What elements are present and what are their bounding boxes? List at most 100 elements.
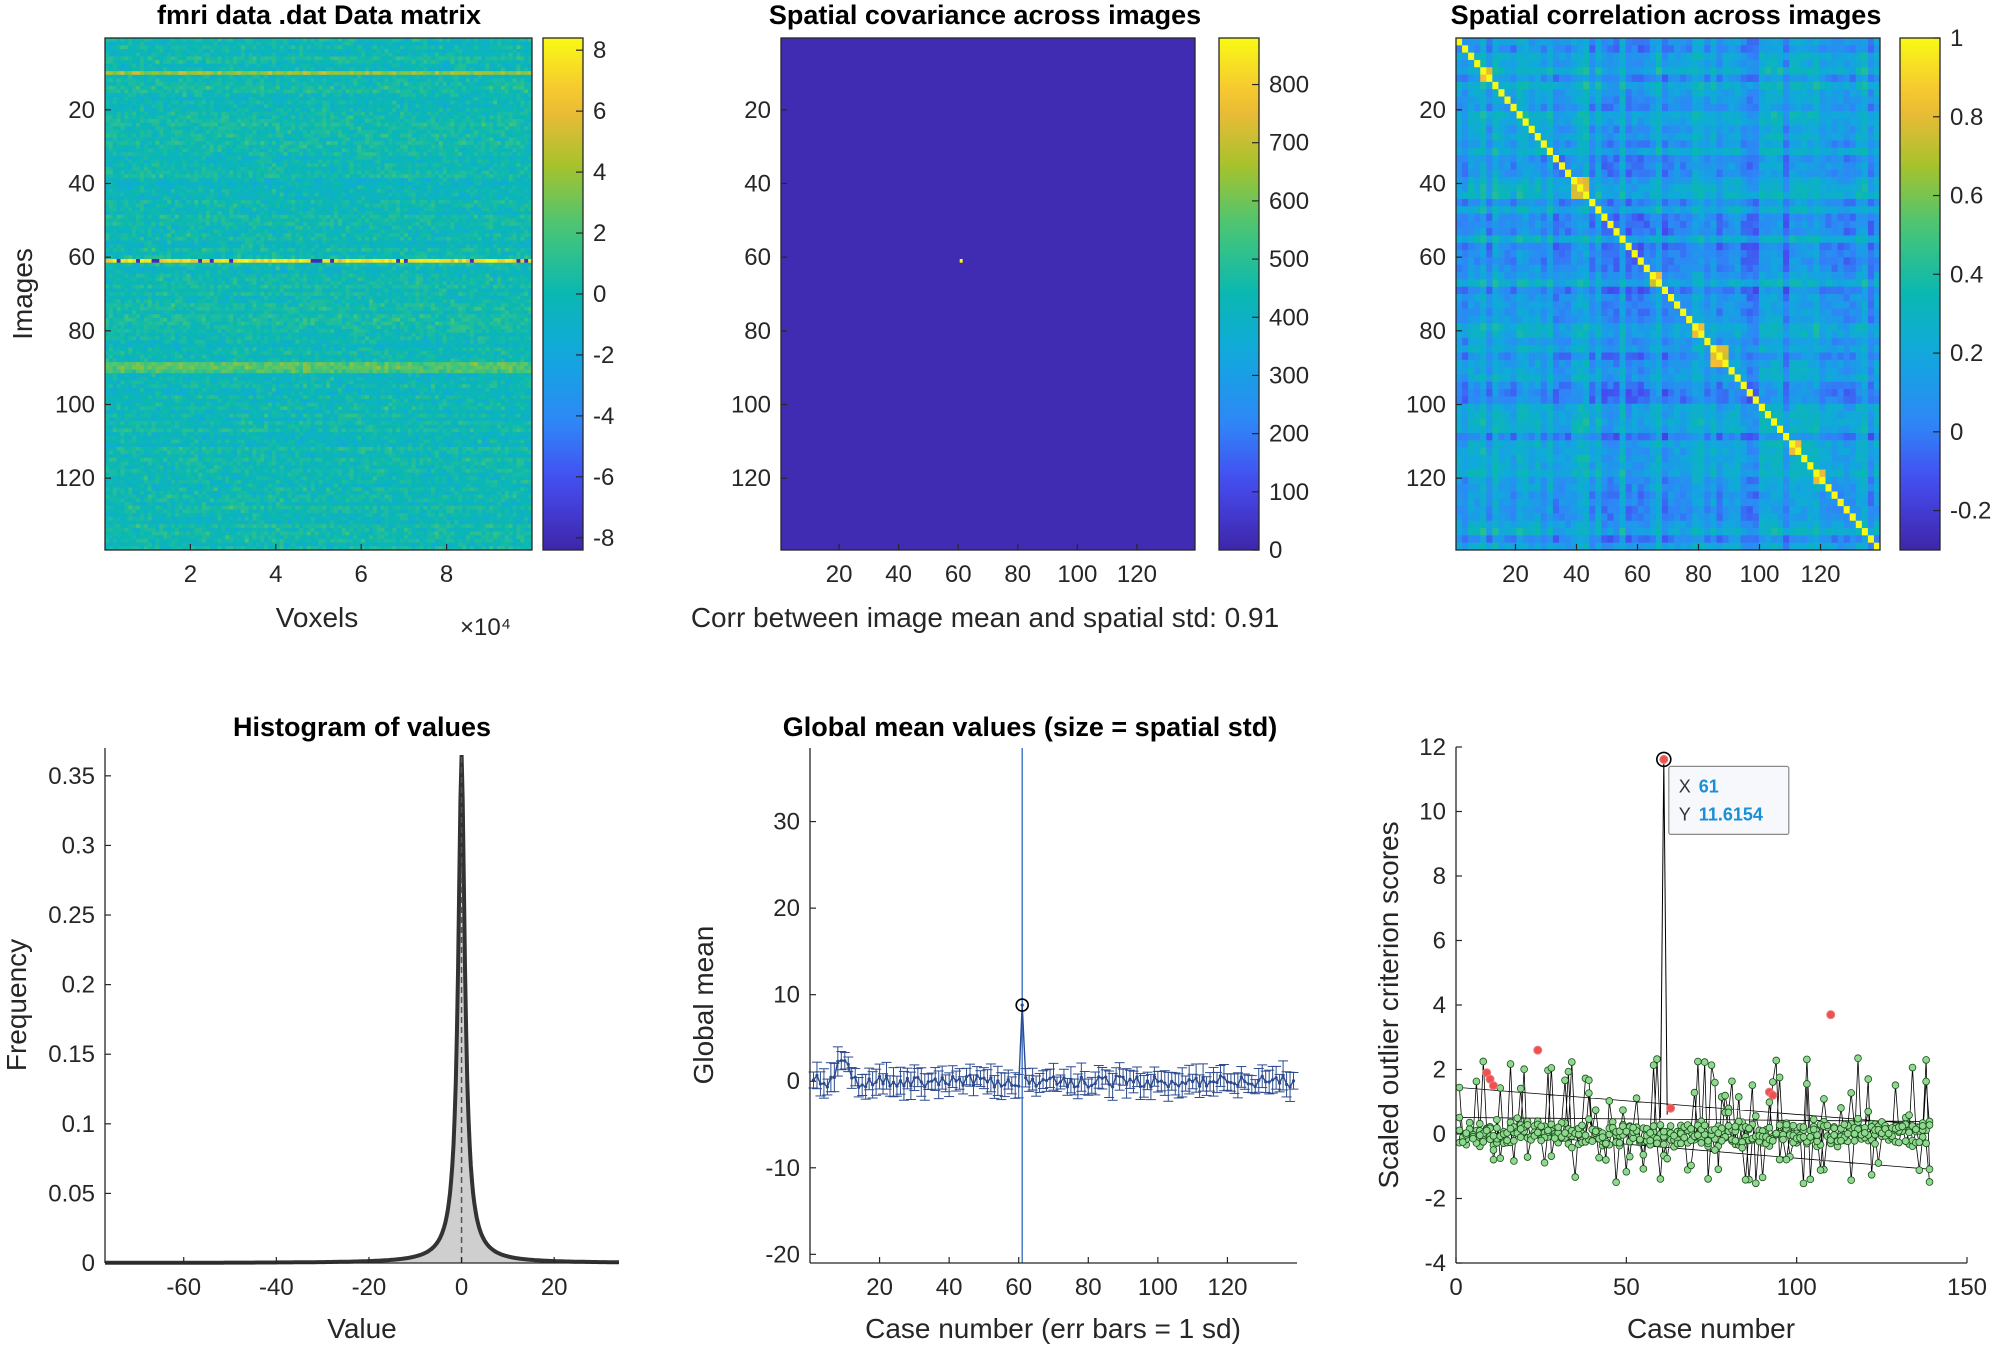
heatmap-cell: [330, 100, 335, 105]
heatmap-cell: [415, 96, 420, 102]
heatmap-cell: [446, 155, 451, 160]
heatmap-cell: [225, 56, 230, 61]
heatmap-cell: [504, 119, 510, 124]
heatmap-cell: [159, 159, 164, 164]
heatmap-cell: [357, 38, 362, 43]
heatmap-cell: [132, 67, 137, 72]
heatmap-cell: [407, 104, 413, 109]
heatmap-cell: [194, 170, 199, 175]
heatmap-cell: [419, 192, 424, 197]
heatmap-cell: [403, 41, 409, 46]
heatmap-cell: [337, 192, 343, 197]
heatmap-cell: [194, 192, 199, 197]
heatmap-cell: [485, 82, 490, 87]
heatmap-cell: [151, 174, 156, 179]
heatmap-cell: [302, 100, 308, 105]
heatmap-cell: [396, 141, 401, 146]
heatmap-cell: [349, 56, 354, 61]
heatmap-cell: [178, 203, 184, 208]
heatmap-cell: [334, 63, 339, 68]
heatmap-cell: [485, 52, 490, 57]
heatmap-cell: [392, 78, 397, 83]
heatmap-cell: [302, 104, 308, 109]
heatmap-cell: [493, 155, 498, 160]
heatmap-cell: [434, 89, 440, 94]
heatmap-cell: [163, 49, 168, 54]
heatmap-cell: [209, 111, 215, 116]
heatmap-cell: [361, 85, 366, 90]
heatmap-cell: [326, 45, 331, 50]
heatmap-cell: [415, 170, 420, 175]
heatmap-cell: [368, 100, 374, 105]
heatmap-cell: [380, 96, 385, 102]
heatmap-cell: [454, 67, 459, 72]
heatmap-cell: [260, 63, 265, 68]
heatmap-cell: [170, 41, 176, 46]
heatmap-cell: [423, 166, 428, 172]
heatmap-cell: [361, 133, 366, 138]
heatmap-cell: [124, 174, 129, 179]
heatmap-cell: [128, 200, 133, 205]
heatmap-cell: [419, 38, 424, 43]
heatmap-cell: [167, 163, 172, 168]
heatmap-cell: [209, 137, 215, 142]
heatmap-cell: [485, 60, 490, 65]
heatmap-cell: [376, 163, 382, 168]
heatmap-cell: [407, 166, 413, 172]
heatmap-cell: [466, 137, 471, 142]
heatmap-cell: [182, 89, 187, 94]
heatmap-cell: [357, 107, 362, 113]
heatmap-cell: [353, 170, 358, 175]
heatmap-cell: [481, 104, 486, 109]
heatmap-cell: [217, 115, 222, 120]
heatmap-cell: [450, 137, 455, 142]
heatmap-cell: [528, 130, 533, 135]
heatmap-cell: [516, 189, 521, 194]
heatmap-cell: [473, 152, 479, 157]
heatmap-cell: [256, 126, 261, 131]
heatmap-cell: [372, 89, 378, 94]
heatmap-cell: [384, 71, 389, 76]
heatmap-cell: [392, 166, 397, 172]
heatmap-cell: [407, 119, 413, 124]
heatmap-cell: [291, 185, 296, 190]
heatmap-cell: [163, 100, 168, 105]
heatmap-cell: [361, 45, 366, 50]
heatmap-cell: [489, 185, 494, 190]
heatmap-cell: [120, 60, 125, 65]
heatmap-cell: [167, 82, 172, 87]
heatmap-cell: [473, 93, 479, 98]
heatmap-cell: [283, 137, 288, 142]
heatmap-cell: [528, 144, 533, 149]
heatmap-cell: [380, 126, 385, 131]
heatmap-cell: [108, 181, 114, 186]
heatmap-cell: [516, 133, 521, 138]
heatmap-cell: [167, 133, 172, 138]
heatmap-cell: [493, 67, 498, 72]
heatmap-cell: [244, 96, 250, 102]
heatmap-cell: [194, 126, 199, 131]
heatmap-cell: [403, 52, 409, 57]
heatmap-cell: [497, 144, 502, 149]
heatmap-cell: [202, 82, 207, 87]
heatmap-cell: [403, 126, 409, 131]
heatmap-cell: [299, 82, 304, 87]
heatmap-cell: [462, 166, 467, 172]
heatmap-cell: [528, 104, 533, 109]
heatmap-cell: [353, 45, 358, 50]
heatmap-cell: [147, 104, 152, 109]
heatmap-cell: [376, 144, 382, 149]
heatmap-cell: [236, 159, 242, 164]
heatmap-cell: [310, 74, 316, 79]
heatmap-cell: [458, 152, 463, 157]
heatmap-cell: [431, 63, 436, 68]
heatmap-cell: [295, 155, 300, 160]
heatmap-cell: [500, 60, 506, 65]
heatmap-cell: [124, 181, 129, 186]
heatmap-cell: [291, 63, 296, 68]
heatmap-cell: [194, 78, 199, 83]
heatmap-cell: [268, 152, 273, 157]
heatmap-cell: [349, 148, 354, 153]
heatmap-cell: [419, 49, 424, 54]
heatmap-cell: [279, 49, 284, 54]
